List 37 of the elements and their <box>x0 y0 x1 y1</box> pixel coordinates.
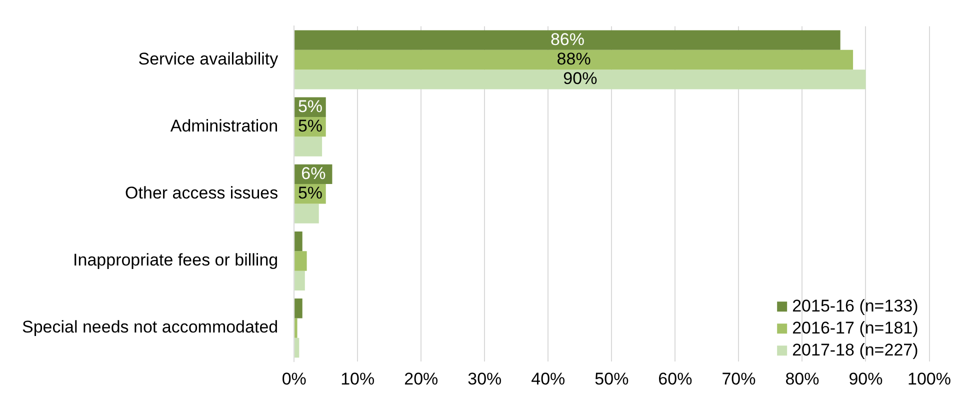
legend-label: 2015-16 (n=133) <box>792 296 918 316</box>
x-tick-label: 30% <box>468 369 502 388</box>
x-tick-label: 70% <box>722 369 756 388</box>
bar <box>294 70 866 90</box>
x-tick-label: 60% <box>658 369 692 388</box>
data-label: 88% <box>556 49 591 68</box>
data-label: 5% <box>298 96 323 116</box>
legend-label: 2016-17 (n=181) <box>792 318 918 338</box>
y-tick-label: Administration <box>170 116 278 136</box>
x-tick-label: 90% <box>848 369 883 388</box>
bar <box>294 338 300 358</box>
bar <box>294 270 305 290</box>
x-tick-label: 50% <box>594 369 629 388</box>
bar <box>294 30 840 50</box>
data-label: 5% <box>298 184 323 203</box>
bar <box>294 251 307 271</box>
bar <box>294 318 298 338</box>
data-label: 86% <box>550 30 584 49</box>
data-label: 6% <box>301 164 326 183</box>
data-label: 5% <box>298 116 323 136</box>
bar <box>294 50 854 70</box>
y-tick-label: Special needs not accommodated <box>22 318 278 337</box>
legend-label: 2017-18 (n=227) <box>792 340 918 360</box>
x-tick-label: 80% <box>785 369 820 388</box>
data-label: 90% <box>563 69 598 88</box>
bar <box>294 231 302 252</box>
x-tick-label: 40% <box>531 369 566 388</box>
x-tick-label: 20% <box>404 369 438 388</box>
bar <box>294 136 322 156</box>
bar <box>294 204 319 224</box>
y-tick-label: Other access issues <box>125 184 278 203</box>
x-tick-label: 100% <box>908 369 951 388</box>
x-tick-label: 10% <box>340 369 375 388</box>
y-tick-label: Service availability <box>138 49 279 68</box>
y-tick-label: Inappropriate fees or billing <box>73 250 278 270</box>
x-tick-label: 0% <box>282 369 306 388</box>
bar <box>294 298 302 318</box>
